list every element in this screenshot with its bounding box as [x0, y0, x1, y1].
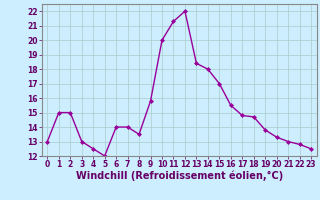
X-axis label: Windchill (Refroidissement éolien,°C): Windchill (Refroidissement éolien,°C) — [76, 171, 283, 181]
